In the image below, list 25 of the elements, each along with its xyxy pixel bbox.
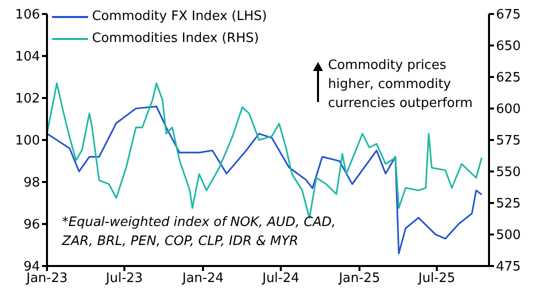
y2-tick-label: 525 bbox=[496, 196, 521, 212]
y2-tick-label: 650 bbox=[496, 39, 521, 54]
y2-tick-label: 625 bbox=[496, 70, 521, 86]
x-tick-label: Jul-24 bbox=[261, 271, 300, 286]
x-tick-label: Jul-25 bbox=[417, 271, 456, 286]
y2-tick-label: 600 bbox=[496, 102, 521, 118]
annotation: Commodity prices higher, commodity currencies outperform bbox=[328, 57, 473, 113]
legend-label: Commodity FX Index (LHS) bbox=[92, 8, 267, 26]
y-tick-label: 96 bbox=[23, 218, 40, 233]
y2-tick-label: 575 bbox=[496, 134, 521, 149]
y-tick-label: 98 bbox=[23, 176, 40, 191]
y2-tick-label: 500 bbox=[496, 228, 521, 244]
y-tick-label: 100 bbox=[15, 134, 40, 149]
y-tick-label: 102 bbox=[15, 92, 40, 107]
y-tick-label: 104 bbox=[15, 50, 40, 65]
annotation: *Equal-weighted index of NOK, AUD, CAD, ZAR, BRL, PEN, COP, CLP, IDR & MYR bbox=[62, 214, 336, 251]
x-tick-label: Jan-23 bbox=[25, 271, 68, 286]
legend-label: Commodities Index (RHS) bbox=[92, 30, 259, 48]
y2-tick-label: 675 bbox=[496, 8, 521, 23]
x-tick-label: Jul-23 bbox=[104, 271, 143, 286]
y2-tick-label: 550 bbox=[496, 165, 521, 180]
x-tick-label: Jan-25 bbox=[338, 271, 380, 286]
y2-tick-label: 475 bbox=[496, 260, 521, 275]
x-tick-label: Jan-24 bbox=[181, 271, 224, 286]
y-tick-label: 106 bbox=[15, 8, 40, 23]
